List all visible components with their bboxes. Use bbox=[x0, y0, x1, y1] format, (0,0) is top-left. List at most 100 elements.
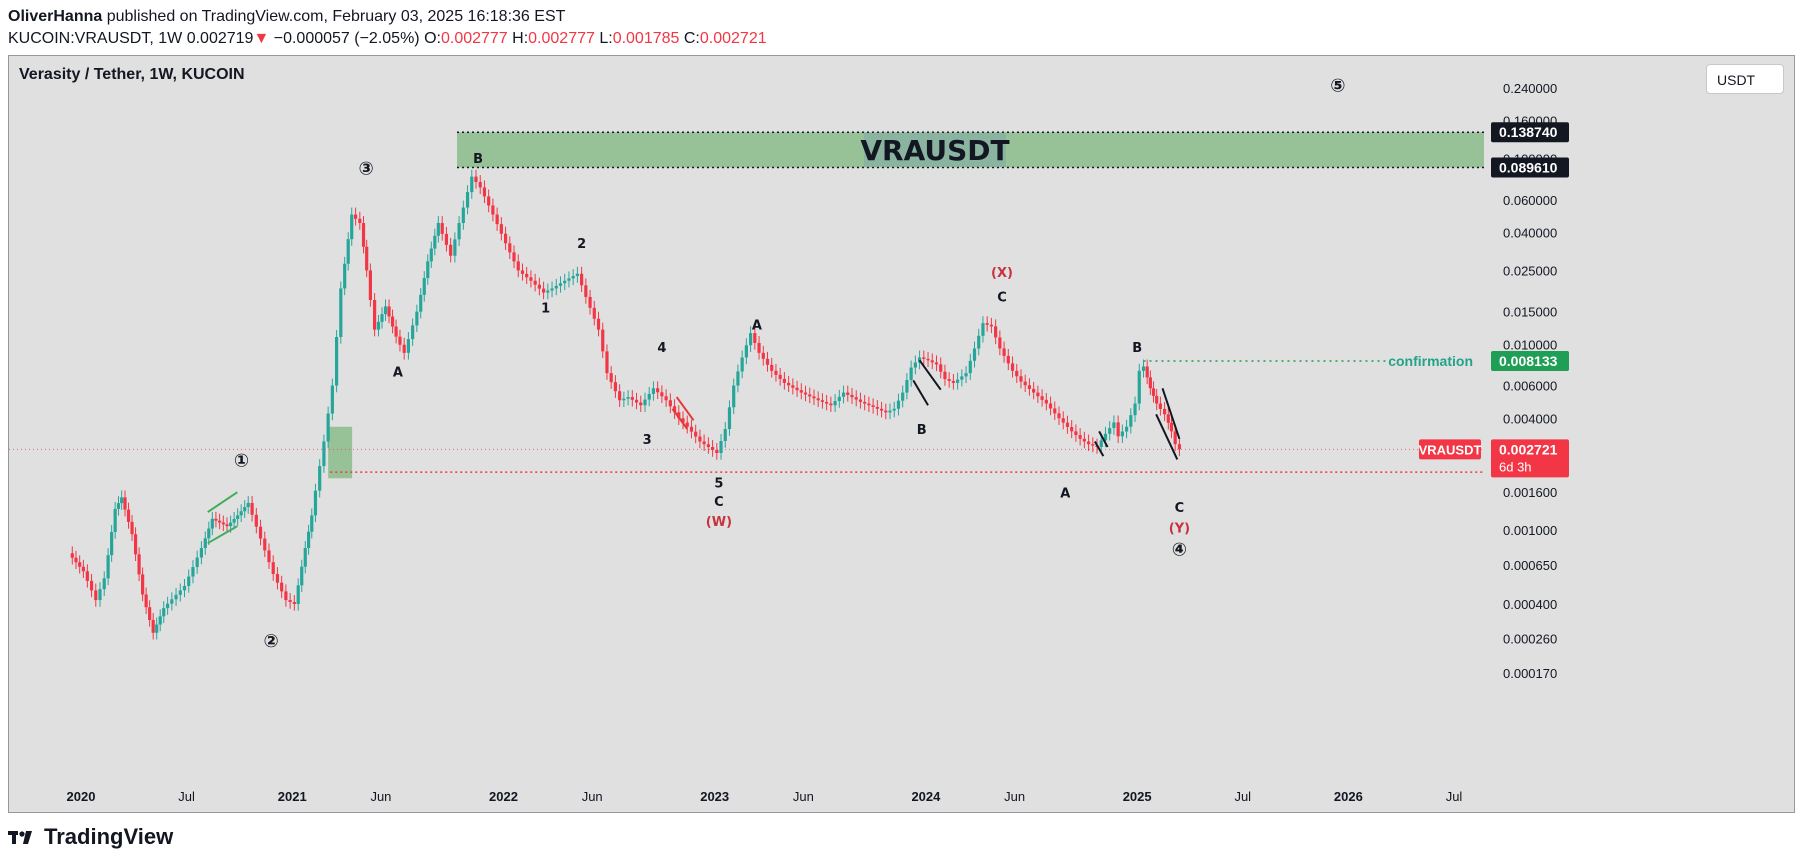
candle-body bbox=[994, 326, 998, 338]
candle-body bbox=[144, 594, 148, 608]
candle-body bbox=[280, 582, 284, 592]
candle-body bbox=[1023, 381, 1027, 386]
author-name[interactable]: OliverHanna bbox=[8, 8, 103, 25]
candle-body bbox=[1155, 395, 1159, 404]
candle-body bbox=[1148, 377, 1152, 389]
candle-body bbox=[126, 509, 131, 522]
wave-label: (X) bbox=[991, 266, 1013, 281]
wave-label: C bbox=[997, 291, 1007, 306]
candle-body bbox=[782, 378, 786, 383]
candle-body bbox=[922, 357, 926, 359]
candle-body bbox=[715, 450, 719, 454]
candle-body bbox=[1091, 444, 1095, 446]
candle-body bbox=[596, 318, 601, 330]
candle-body bbox=[376, 321, 381, 330]
candle-body bbox=[947, 379, 951, 381]
candle-body bbox=[601, 329, 605, 352]
candle-body bbox=[361, 223, 366, 247]
last-price: 0.002719 bbox=[186, 30, 254, 47]
wave-label: 2 bbox=[577, 237, 586, 252]
candle-body bbox=[753, 333, 757, 343]
close-value: 0.002721 bbox=[699, 30, 767, 47]
candle-body bbox=[106, 555, 110, 579]
candle-body bbox=[263, 538, 267, 551]
candle-body bbox=[943, 371, 947, 380]
currency-button[interactable]: USDT bbox=[1706, 64, 1784, 94]
candle-body bbox=[1032, 388, 1036, 393]
candle-body bbox=[120, 497, 124, 504]
y-axis-tick: 0.015000 bbox=[1503, 305, 1557, 320]
candle-body bbox=[651, 388, 656, 394]
y-axis-tick: 0.000650 bbox=[1503, 558, 1557, 573]
candle-body bbox=[765, 358, 770, 365]
price-chart[interactable]: VRAUSDT confirmation ① ② ③ ④ ⑤ A B 1 2 3 4 5 C (W) A B (X)… bbox=[9, 56, 1795, 813]
candle-body bbox=[812, 396, 816, 399]
candle-body bbox=[81, 566, 85, 572]
candle-body bbox=[436, 223, 440, 236]
candle-body bbox=[516, 261, 520, 271]
zone-upper-tag: 0.138740 bbox=[1499, 124, 1558, 140]
pattern-line-1-0 bbox=[675, 396, 695, 421]
pattern-line-1-1 bbox=[671, 408, 689, 430]
candle-body bbox=[236, 515, 240, 519]
candle-body bbox=[162, 608, 166, 617]
candle-body bbox=[694, 431, 698, 437]
y-axis-tick: 0.010000 bbox=[1503, 337, 1557, 352]
candle-body bbox=[778, 374, 782, 379]
candle-body bbox=[647, 393, 651, 400]
zone-lower-tag-bg bbox=[1491, 157, 1569, 178]
candle-body bbox=[1061, 418, 1065, 423]
candle-body bbox=[901, 392, 905, 401]
high-label: H: bbox=[512, 30, 529, 47]
candle-body bbox=[1057, 413, 1061, 419]
candle-body bbox=[195, 557, 199, 568]
candle-body bbox=[426, 261, 430, 279]
candle-body bbox=[541, 288, 546, 293]
candle-body bbox=[1169, 422, 1174, 432]
wave-label: ⑤ bbox=[1330, 75, 1345, 96]
candle-body bbox=[288, 600, 292, 603]
pattern-line-0-0 bbox=[207, 491, 238, 513]
candle-body bbox=[803, 392, 808, 395]
candle-body bbox=[411, 325, 415, 340]
chart-panel[interactable]: VRAUSDT confirmation ① ② ③ ④ ⑤ A B 1 2 3 4 5 C (W) A B (X)… bbox=[8, 55, 1795, 813]
wave-label: B bbox=[473, 152, 483, 167]
candle-body bbox=[271, 562, 275, 575]
x-axis-tick: 2021 bbox=[278, 789, 307, 804]
candle-body bbox=[218, 520, 222, 523]
candle-body bbox=[419, 294, 423, 312]
candle-body bbox=[1015, 370, 1019, 377]
candle-body bbox=[1173, 431, 1177, 445]
candle-body bbox=[1163, 408, 1167, 415]
candle-body bbox=[710, 447, 715, 451]
candle-body bbox=[575, 273, 579, 277]
candle-body bbox=[609, 373, 613, 383]
candle-body bbox=[626, 397, 630, 399]
candle-body bbox=[972, 348, 977, 361]
candle-body bbox=[221, 522, 225, 525]
candle-body bbox=[892, 408, 896, 411]
candle-body bbox=[888, 410, 892, 413]
candle-body bbox=[563, 280, 567, 284]
candle-body bbox=[668, 400, 672, 407]
candle-body bbox=[1027, 385, 1032, 389]
candle-body bbox=[207, 528, 211, 539]
candle-body bbox=[846, 392, 850, 395]
zone-label-bg bbox=[864, 132, 1006, 167]
candle-body bbox=[158, 616, 162, 625]
candle-body bbox=[706, 444, 710, 448]
candle-body bbox=[508, 243, 512, 253]
wave-label: ② bbox=[263, 631, 278, 652]
candle-body bbox=[258, 526, 263, 539]
candle-body bbox=[702, 441, 706, 445]
x-axis-tick: 2023 bbox=[700, 789, 729, 804]
candle-body bbox=[358, 218, 362, 224]
candle-body bbox=[630, 397, 634, 400]
candle-body bbox=[334, 336, 339, 386]
candle-body bbox=[525, 273, 529, 278]
candle-body bbox=[537, 284, 541, 289]
candle-body bbox=[850, 394, 854, 398]
x-axis-tick: Jul bbox=[1234, 789, 1251, 804]
footer-brand[interactable]: TradingView bbox=[8, 824, 173, 850]
candle-body bbox=[841, 392, 846, 397]
